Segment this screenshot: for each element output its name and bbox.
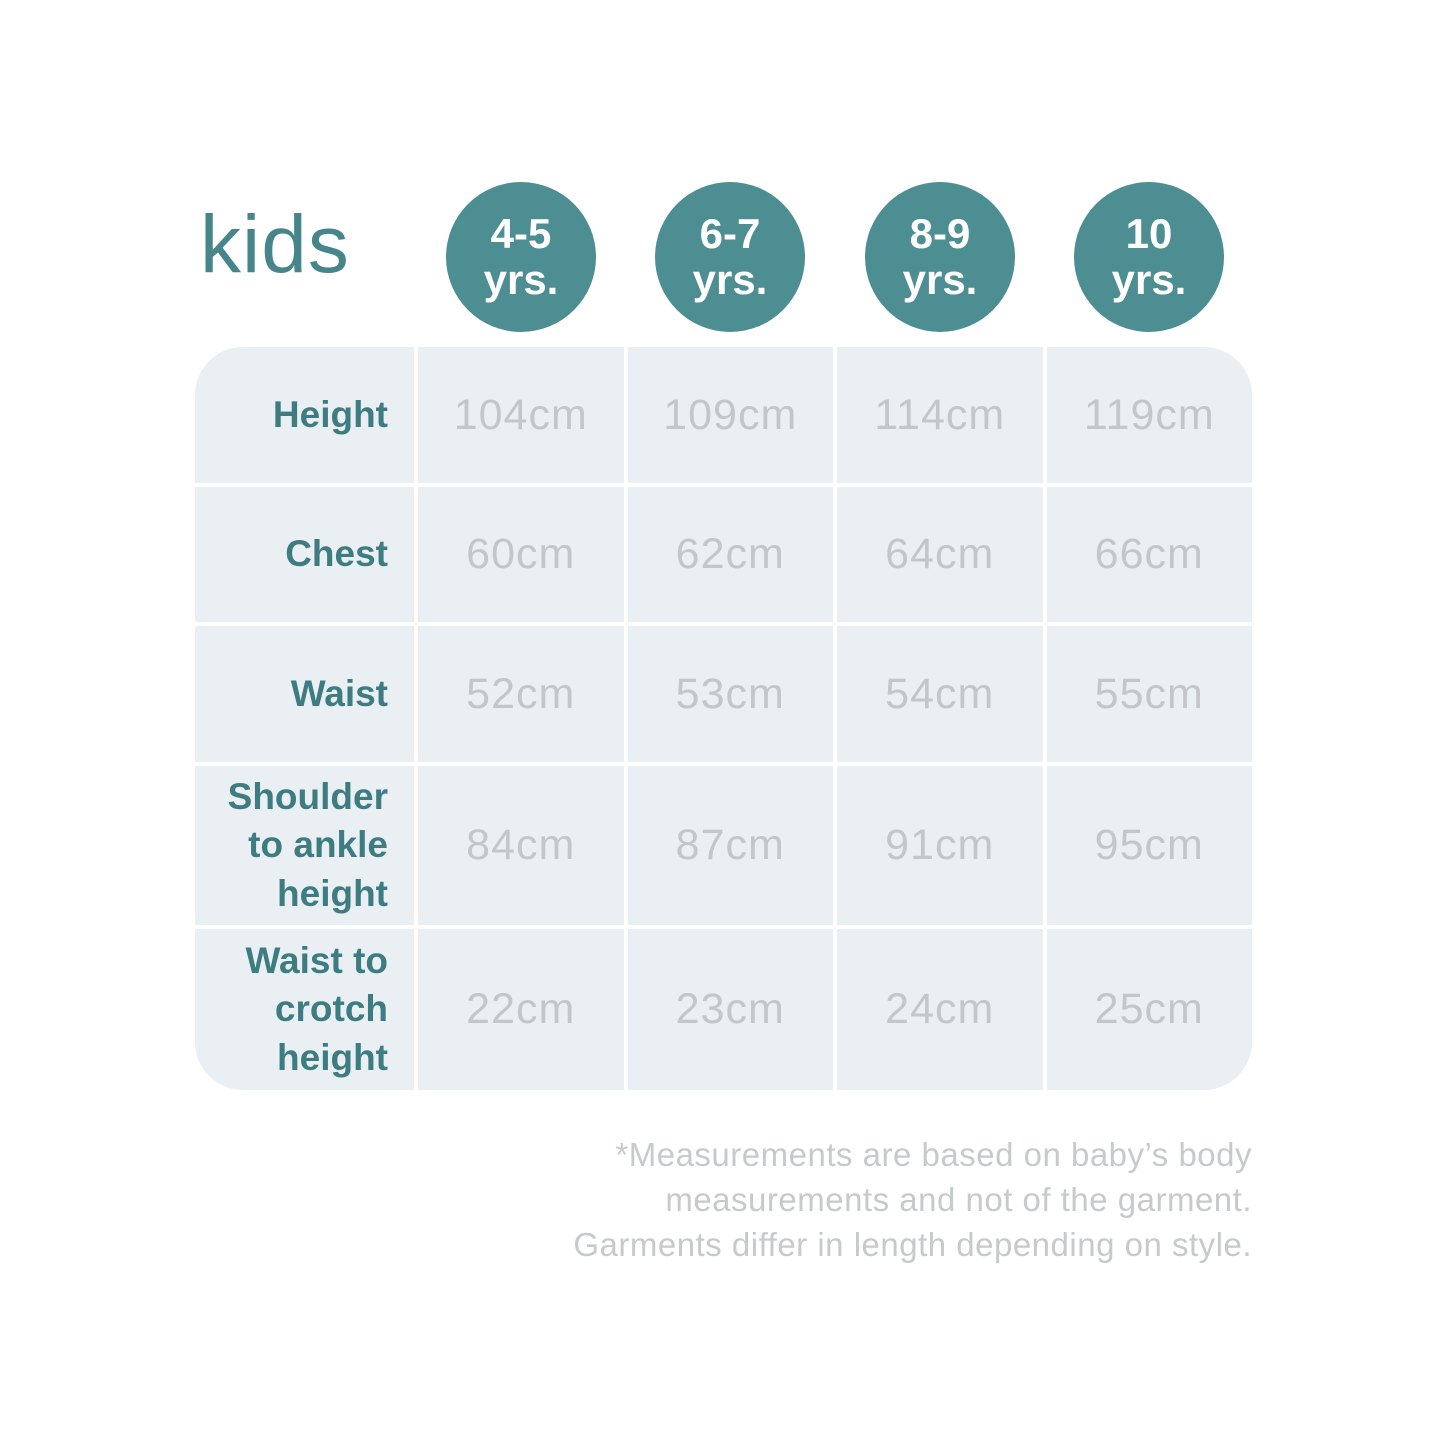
size-value: 62cm xyxy=(627,487,833,622)
size-value: 54cm xyxy=(837,626,1043,762)
size-value: 24cm xyxy=(837,929,1043,1090)
size-value: 95cm xyxy=(1046,766,1252,925)
age-badge-line2: yrs. xyxy=(692,256,768,303)
age-badge-line2: yrs. xyxy=(1111,256,1187,303)
size-value: 23cm xyxy=(627,929,833,1090)
footnote-line: measurements and not of the garment. xyxy=(665,1180,1252,1218)
age-badge-8-9: 8-9 yrs. xyxy=(865,182,1015,332)
footnote: *Measurements are based on baby’s body m… xyxy=(573,1133,1252,1268)
size-value: 91cm xyxy=(837,766,1043,925)
size-value: 64cm xyxy=(837,487,1043,622)
age-badge-10: 10 yrs. xyxy=(1074,182,1224,332)
size-value: 84cm xyxy=(418,766,624,925)
row-label-waist: Waist xyxy=(195,626,414,762)
size-table: Height 104cm 109cm 114cm 119cm Chest 60c… xyxy=(195,347,1252,1090)
size-value: 109cm xyxy=(627,347,833,483)
row-label-height: Height xyxy=(195,347,414,483)
size-value: 53cm xyxy=(627,626,833,762)
age-badge-line2: yrs. xyxy=(902,256,978,303)
row-label-chest: Chest xyxy=(195,487,414,622)
footnote-line: *Measurements are based on baby’s body xyxy=(615,1136,1252,1173)
age-badge-line1: 8-9 xyxy=(909,209,971,257)
size-value: 60cm xyxy=(418,487,624,622)
size-table-grid: Height 104cm 109cm 114cm 119cm Chest 60c… xyxy=(195,347,1252,1090)
size-value: 22cm xyxy=(418,929,624,1090)
row-label-waist-to-crotch: Waist to crotch height xyxy=(195,929,414,1090)
page-title: kids xyxy=(200,199,350,290)
footnote-line: Garments differ in length depending on s… xyxy=(573,1225,1252,1263)
size-value: 114cm xyxy=(837,347,1043,483)
size-value: 66cm xyxy=(1046,487,1252,622)
size-value: 104cm xyxy=(418,347,624,483)
size-value: 52cm xyxy=(418,626,624,762)
age-badge-line2: yrs. xyxy=(483,256,559,303)
age-badge-line1: 4-5 xyxy=(490,209,552,257)
age-badge-4-5: 4-5 yrs. xyxy=(446,182,596,332)
size-value: 55cm xyxy=(1046,626,1252,762)
age-badge-line1: 6-7 xyxy=(699,209,761,257)
row-label-shoulder-to-ankle: Shoulder to ankle height xyxy=(195,766,414,925)
size-value: 87cm xyxy=(627,766,833,925)
size-value: 119cm xyxy=(1046,347,1252,483)
size-value: 25cm xyxy=(1046,929,1252,1090)
age-badge-line1: 10 xyxy=(1125,209,1173,257)
age-badge-6-7: 6-7 yrs. xyxy=(655,182,805,332)
